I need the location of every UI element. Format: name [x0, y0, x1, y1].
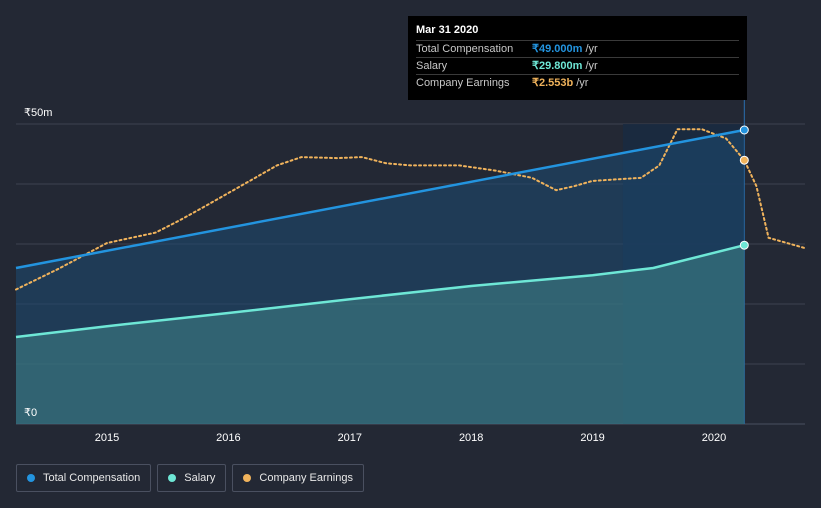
salary-line	[15, 243, 745, 339]
company-earnings-point	[739, 155, 749, 165]
legend-label: Company Earnings	[259, 472, 353, 484]
tooltip-label: Salary	[416, 60, 448, 72]
salary-dot-icon	[168, 474, 177, 482]
legend-total-compensation[interactable]: Total Compensation	[16, 464, 152, 492]
tooltip-label: Company Earnings	[416, 77, 510, 89]
x-tick-label: 2019	[580, 432, 604, 444]
tooltip-unit: /yr	[585, 60, 598, 72]
x-tick-label: 2020	[702, 432, 726, 444]
tooltip-row-salary: Salary ₹29.800m /yr	[416, 57, 739, 74]
tooltip-value: ₹29.800m	[532, 60, 583, 72]
total-compensation-dot-icon	[27, 474, 35, 482]
tooltip-row-total: Total Compensation ₹49.000m /yr	[416, 40, 739, 57]
y-axis-bottom-label: ₹0	[24, 407, 37, 419]
total-compensation-point	[739, 125, 749, 135]
tooltip-date: Mar 31 2020	[416, 24, 479, 36]
legend-label: Salary	[184, 472, 216, 484]
x-tick-label: 2017	[338, 432, 362, 444]
salary-point	[739, 240, 749, 250]
tooltip-value: ₹2.553b	[532, 77, 574, 89]
legend-salary[interactable]: Salary	[157, 464, 227, 492]
chart-legend: Total Compensation Salary Company Earnin…	[16, 464, 364, 492]
x-tick-label: 2018	[459, 432, 483, 444]
y-axis-top-label: ₹50m	[24, 107, 52, 119]
legend-company-earnings[interactable]: Company Earnings	[232, 464, 364, 492]
tooltip-unit: /yr	[585, 43, 598, 55]
tooltip-row-earnings: Company Earnings ₹2.553b /yr	[416, 74, 739, 91]
company-earnings-line	[15, 128, 806, 291]
salary-area	[16, 245, 745, 424]
legend-label: Total Compensation	[43, 472, 141, 484]
company-earnings-dot-icon	[243, 474, 252, 482]
tooltip-label: Total Compensation	[416, 43, 514, 55]
chart-area: ₹50m ₹0 2015 2016 2017 2018 2019 2020	[15, 100, 806, 444]
x-tick-label: 2015	[95, 432, 119, 444]
chart-tooltip: Mar 31 2020 Total Compensation ₹49.000m …	[408, 16, 747, 100]
total-compensation-line	[15, 128, 745, 270]
tooltip-unit: /yr	[576, 77, 589, 89]
tooltip-value: ₹49.000m	[532, 43, 583, 55]
x-tick-label: 2016	[216, 432, 240, 444]
